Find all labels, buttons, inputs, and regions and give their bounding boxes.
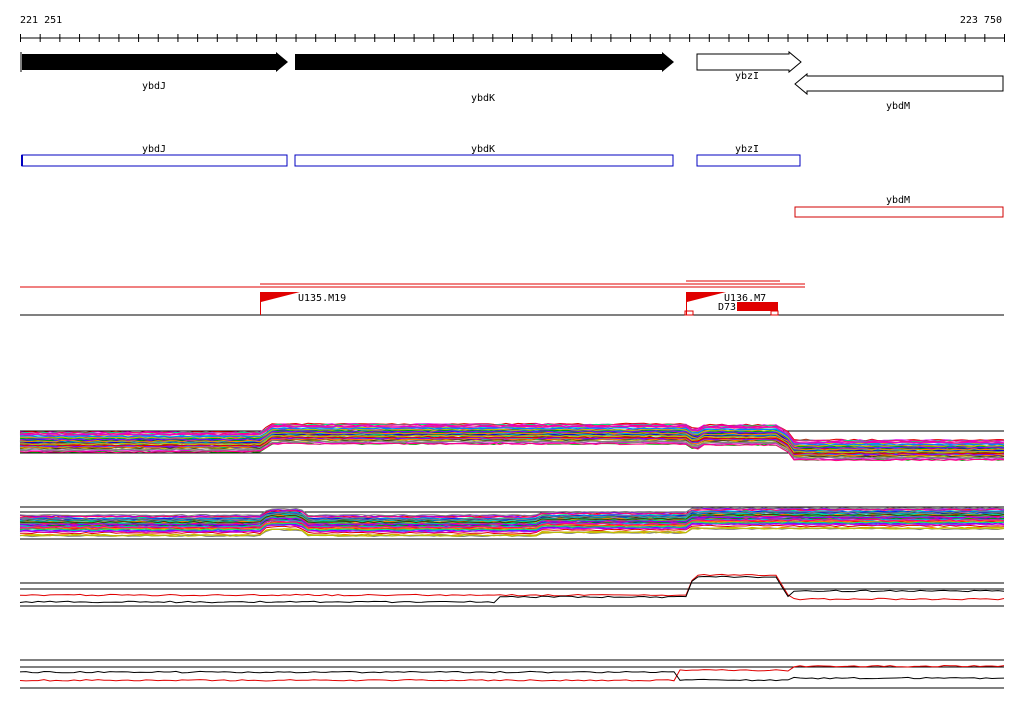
expression-trace: [19, 521, 1005, 531]
feature-label: U135.M19: [298, 293, 346, 304]
expression-tracks: [19, 422, 1005, 689]
transcript-label: ybdK: [471, 144, 495, 155]
ruler-start: 221 251: [20, 15, 62, 26]
gene-arrow: [295, 52, 674, 72]
transcript-label: ybdM: [886, 195, 910, 206]
expression-trace: [19, 437, 1005, 457]
feature-end: [684, 310, 694, 316]
gene-label: ybzI: [735, 71, 759, 82]
expression-trace: [19, 516, 1005, 526]
gene-label: ybdM: [886, 101, 910, 112]
transcript-start: [21, 155, 23, 166]
ruler-end: 223 750: [960, 15, 1002, 26]
expression-trace: [19, 511, 1004, 521]
expression-trace: [19, 425, 1005, 444]
gene-arrow: [794, 72, 1004, 96]
expression-trace: [20, 518, 1005, 529]
gene-arrow: [22, 52, 288, 72]
expression-trace: [19, 427, 1005, 446]
feature-end: [770, 310, 779, 316]
feature-label: D73: [718, 302, 736, 313]
transcript-label: ybzI: [735, 144, 759, 155]
expression-trace: [19, 442, 1005, 462]
expression-trace: [19, 441, 1005, 461]
transcript: [794, 206, 1004, 218]
gene-label: ybdJ: [142, 81, 166, 92]
expression-trace: [19, 434, 1005, 454]
expression-trace: [19, 513, 1005, 524]
feature-label: U136.M7: [724, 293, 766, 304]
transcript: [696, 154, 801, 167]
flag: [261, 292, 300, 302]
expression-trace: [19, 430, 1005, 449]
expression-trace: [19, 670, 1005, 682]
expression-trace: [19, 575, 1005, 604]
expression-trace: [19, 440, 1005, 460]
expression-trace: [19, 423, 1004, 443]
ruler-ticks: [20, 34, 1005, 42]
feature-block: [737, 302, 778, 311]
transcript: [294, 154, 674, 167]
expression-trace: [19, 512, 1005, 523]
expression-trace: [19, 508, 1005, 519]
gene-label: ybdK: [471, 93, 495, 104]
expression-trace: [19, 664, 1005, 682]
transcript-label: ybdJ: [142, 144, 166, 155]
gene-arrow: [696, 50, 802, 74]
expression-trace: [19, 527, 1005, 537]
expression-trace: [19, 518, 1005, 528]
expression-trace: [20, 428, 1005, 447]
expression-trace: [19, 506, 1005, 517]
flag: [687, 292, 726, 302]
expression-trace: [20, 524, 1005, 535]
transcript: [21, 154, 288, 167]
expression-trace: [19, 573, 1005, 601]
